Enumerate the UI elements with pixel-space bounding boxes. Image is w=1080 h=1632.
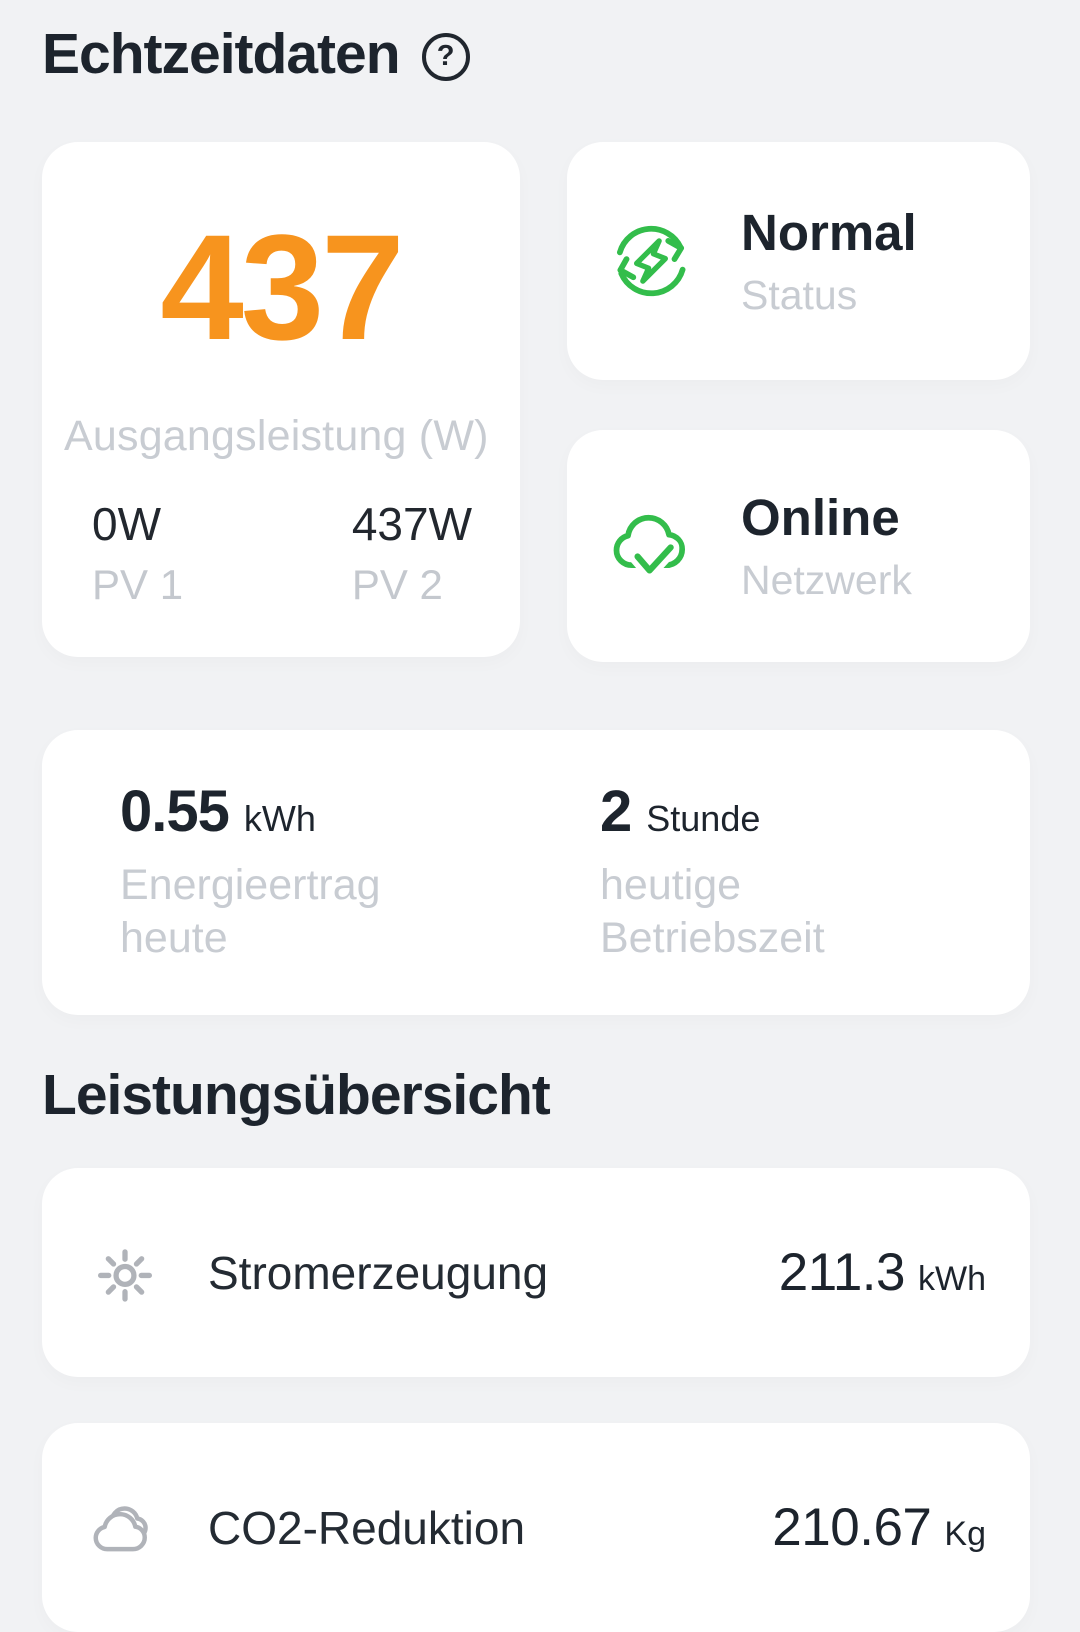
sun-icon (86, 1234, 164, 1312)
energy-today-unit: kWh (243, 797, 316, 839)
runtime-today-label: heutige Betriebszeit (600, 860, 825, 963)
pv1-column: 0W PV 1 (92, 497, 183, 609)
co2-reduction-value-row: 210.67 Kg (772, 1497, 986, 1558)
pv2-label: PV 2 (351, 560, 443, 608)
co2-reduction-unit: Kg (944, 1515, 986, 1554)
status-label: Status (741, 271, 858, 318)
overview-section-header: Leistungsübersicht (42, 1063, 1030, 1129)
pv1-label: PV 1 (92, 560, 184, 608)
realtime-section-title: Echtzeitdaten (42, 22, 401, 86)
runtime-today-value-row: 2 Stunde (600, 778, 930, 845)
generation-label: Stromerzeugung (208, 1246, 549, 1299)
energy-today-label: Energieertrag heute (120, 860, 381, 963)
co2-reduction-row[interactable]: CO2-Reduktion 210.67 Kg (42, 1423, 1030, 1632)
network-text-block: Online Netzwerk (741, 488, 912, 604)
pv2-column: 437W PV 2 (352, 497, 472, 609)
output-power-card: 437 Ausgangsleistung (W) 0W PV 1 437W PV… (42, 141, 520, 657)
cloud-check-icon (605, 500, 697, 592)
realtime-cards-grid: 437 Ausgangsleistung (W) 0W PV 1 437W PV… (42, 141, 1030, 662)
energy-today-column: 0.55 kWh Energieertrag heute (120, 778, 600, 1015)
output-power-value: 437 (160, 202, 404, 371)
status-value: Normal (741, 203, 917, 261)
sync-lightning-icon (605, 215, 697, 307)
runtime-today-column: 2 Stunde heutige Betriebszeit (600, 778, 930, 1015)
output-power-label: Ausgangsleistung (W) (64, 411, 489, 460)
co2-reduction-value: 210.67 (772, 1498, 932, 1558)
status-cards-column: Normal Status Online Netzwerk (567, 141, 1030, 662)
energy-today-value-row: 0.55 kWh (120, 778, 600, 845)
help-icon[interactable]: ? (421, 32, 470, 81)
co2-reduction-label: CO2-Reduktion (208, 1501, 526, 1554)
clouds-icon (86, 1489, 164, 1567)
network-label: Netzwerk (741, 556, 912, 603)
generation-unit: kWh (918, 1260, 986, 1299)
generation-value-row: 211.3 kWh (779, 1242, 986, 1303)
pv2-value: 437W (351, 497, 472, 550)
energy-today-value: 0.55 (120, 778, 230, 844)
network-value: Online (741, 488, 900, 546)
realtime-section-header: Echtzeitdaten ? (42, 22, 1030, 88)
generation-value: 211.3 (778, 1243, 906, 1303)
status-card: Normal Status (567, 141, 1030, 380)
runtime-today-value: 2 (600, 778, 632, 844)
network-card: Online Netzwerk (567, 429, 1030, 662)
generation-row[interactable]: Stromerzeugung 211.3 kWh (42, 1168, 1030, 1378)
daily-stats-card: 0.55 kWh Energieertrag heute 2 Stunde he… (42, 729, 1030, 1015)
overview-section-title: Leistungsübersicht (42, 1062, 551, 1127)
pv1-value: 0W (92, 497, 161, 550)
runtime-today-unit: Stunde (646, 797, 761, 839)
pv-strings-row: 0W PV 1 437W PV 2 (64, 497, 498, 609)
status-text-block: Normal Status (741, 203, 917, 319)
